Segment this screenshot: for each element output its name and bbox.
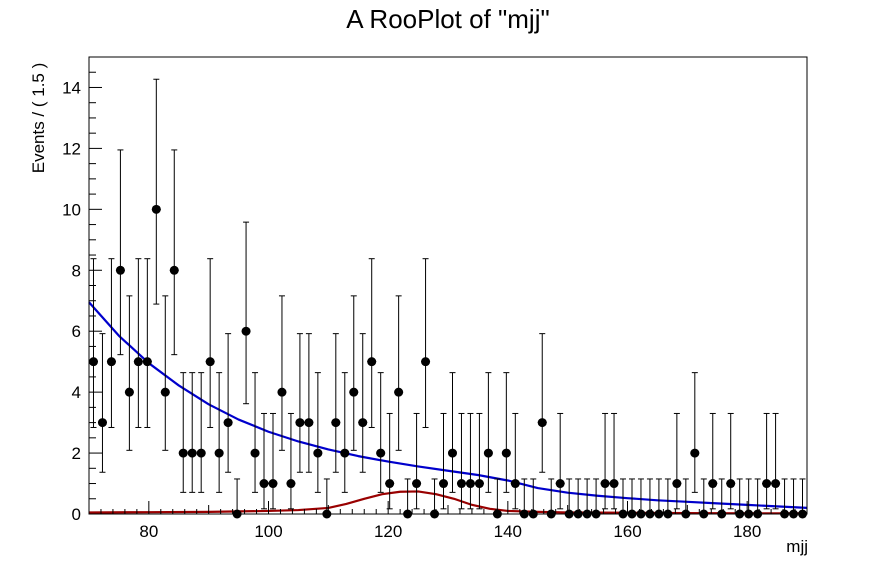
data-point (295, 418, 305, 428)
y-tick-label: 6 (72, 322, 81, 341)
y-axis-label: Events / ( 1.5 ) (29, 63, 48, 174)
data-point (376, 448, 386, 458)
y-tick-label: 4 (72, 383, 81, 402)
x-tick-label: 100 (254, 522, 282, 541)
y-tick-label: 2 (72, 444, 81, 463)
data-point (241, 326, 251, 336)
data-point (178, 448, 188, 458)
data-point (313, 448, 323, 458)
data-point (465, 479, 475, 489)
data-point (672, 479, 682, 489)
data-point (474, 479, 484, 489)
data-point (223, 418, 233, 428)
data-points (88, 78, 808, 519)
data-point (708, 479, 718, 489)
y-tick-label: 10 (62, 200, 81, 219)
x-tick-label: 80 (139, 522, 158, 541)
data-point (115, 265, 125, 275)
data-point (349, 387, 359, 397)
axes: 80 100 120 140 160 180 0 2 4 6 8 10 12 14 (62, 56, 808, 541)
data-point (160, 387, 170, 397)
data-point (762, 479, 772, 489)
data-point (169, 265, 179, 275)
data-point (555, 479, 565, 489)
y-tick-label: 12 (62, 139, 81, 158)
data-point (196, 448, 206, 458)
total-fit-curve (88, 301, 808, 510)
data-point (501, 448, 511, 458)
x-tick-label: 180 (733, 522, 761, 541)
x-tick-label: 120 (374, 522, 402, 541)
data-point (259, 479, 269, 489)
x-tick-label: 140 (494, 522, 522, 541)
data-point (187, 448, 197, 458)
data-point (358, 418, 368, 428)
data-point (97, 418, 107, 428)
x-axis-label: mjj (786, 537, 808, 556)
data-point (106, 357, 116, 367)
data-point (340, 448, 350, 458)
chart-title: A RooPlot of "mjj" (346, 4, 549, 34)
data-point (331, 418, 341, 428)
data-point (124, 387, 134, 397)
data-point (510, 479, 520, 489)
data-point (690, 448, 700, 458)
y-tick-label: 14 (62, 78, 81, 97)
data-point (609, 479, 619, 489)
data-point (483, 448, 493, 458)
data-point (268, 479, 278, 489)
data-point (304, 418, 314, 428)
x-tick-label: 160 (613, 522, 641, 541)
data-point (456, 479, 466, 489)
data-point (367, 357, 377, 367)
data-point (421, 357, 431, 367)
data-point (277, 387, 287, 397)
data-point (205, 357, 215, 367)
y-tick-label: 0 (72, 505, 81, 524)
data-point (142, 357, 152, 367)
data-point (133, 357, 143, 367)
y-tick-label: 8 (72, 261, 81, 280)
data-point (726, 479, 736, 489)
data-point (439, 479, 449, 489)
data-point (250, 448, 260, 458)
data-point (286, 479, 296, 489)
data-point (151, 204, 161, 214)
data-point (385, 479, 395, 489)
data-point (600, 479, 610, 489)
data-point (394, 387, 404, 397)
data-point (214, 448, 224, 458)
data-point (771, 479, 781, 489)
data-point (447, 448, 457, 458)
data-point (537, 418, 547, 428)
data-point (412, 479, 422, 489)
